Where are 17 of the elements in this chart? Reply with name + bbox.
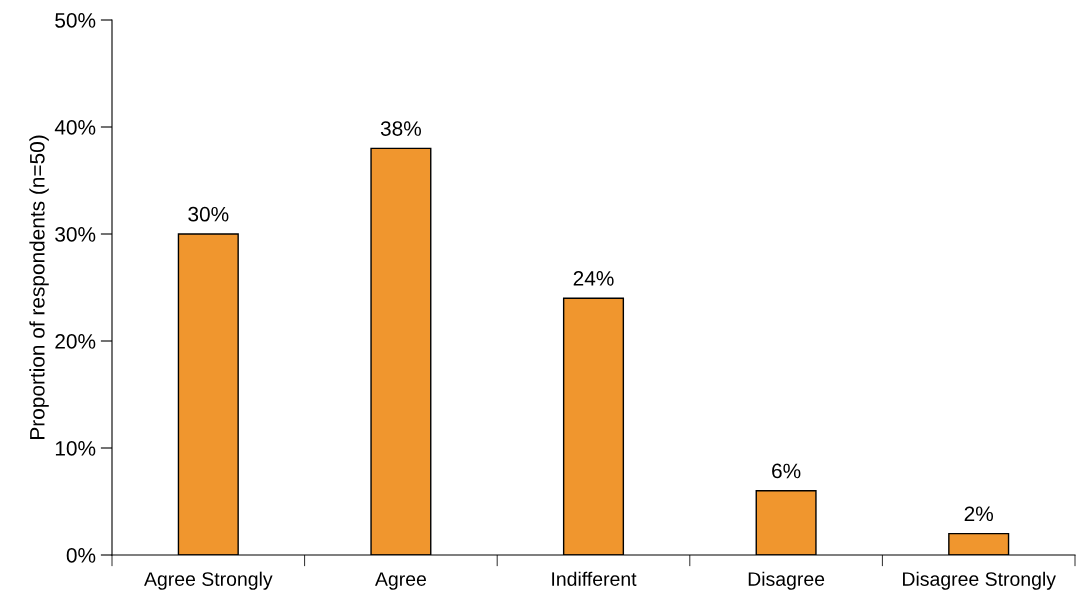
data-label: 38% bbox=[380, 121, 422, 136]
y-axis-title: Proportion of respondents (n=50) bbox=[29, 135, 49, 439]
y-tick-label: 50% bbox=[55, 13, 96, 28]
y-tick-label: 10% bbox=[55, 441, 96, 456]
x-tick-label: Indifferent bbox=[552, 571, 637, 586]
y-tick-label: 40% bbox=[54, 120, 96, 135]
y-tick-label: 30% bbox=[55, 227, 96, 242]
y-tick-label: 20% bbox=[55, 334, 96, 349]
data-label: 30% bbox=[188, 206, 229, 222]
x-tick-label: Disagree Strongly bbox=[903, 571, 1056, 590]
data-label: 24% bbox=[573, 271, 614, 286]
data-label: 2% bbox=[964, 506, 994, 522]
x-tick-label: Agree bbox=[375, 572, 426, 590]
data-label: 6% bbox=[772, 463, 801, 479]
x-tick-label: Agree Strongly bbox=[144, 571, 273, 590]
x-tick-label: Disagree bbox=[748, 571, 825, 590]
y-tick-label: 0% bbox=[66, 548, 96, 563]
